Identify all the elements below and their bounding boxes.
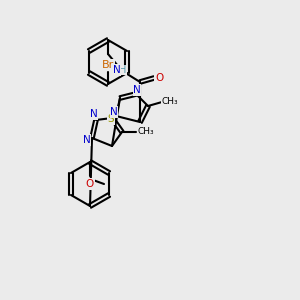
Text: N: N [83,135,91,145]
Text: N: N [133,85,141,95]
Text: N: N [113,65,121,75]
Text: O: O [155,73,163,83]
Text: N: N [110,107,118,117]
Text: S: S [108,114,114,124]
Text: O: O [86,179,94,189]
Text: Br: Br [102,60,114,70]
Text: N: N [90,109,98,119]
Text: CH₃: CH₃ [138,128,154,136]
Text: H: H [119,65,127,75]
Text: CH₃: CH₃ [162,98,178,106]
